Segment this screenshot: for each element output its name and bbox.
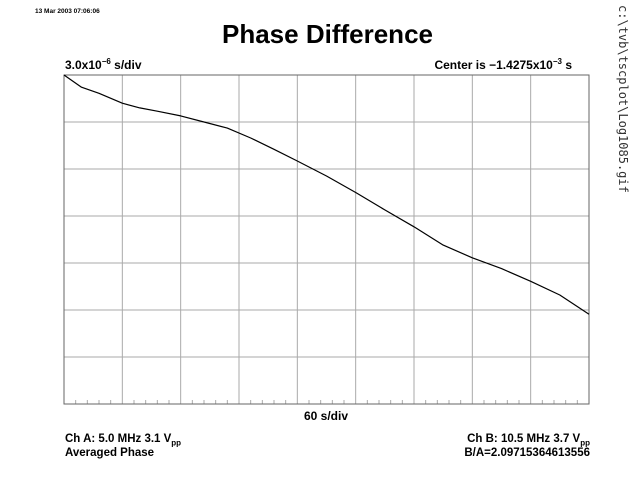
- x-scale-label: 60 s/div: [303, 409, 349, 423]
- mode-label: Averaged Phase: [65, 447, 155, 459]
- y-scale-unit: s/div: [110, 58, 142, 72]
- y-scale-label: 3.0x10−6 s/div: [65, 57, 142, 73]
- file-path: c:\tvb\tscplot\Log1085.gif: [616, 5, 630, 193]
- plot-frame: [63, 74, 590, 405]
- chart-title: Phase Difference: [222, 19, 433, 49]
- channel-b-text: Ch B: 10.5 MHz 3.7 V: [467, 433, 581, 445]
- phase-difference-trace: [63, 74, 590, 315]
- y-scale-exponent: −6: [101, 57, 111, 66]
- channel-b-unit-sub: pp: [580, 438, 590, 448]
- channel-a-unit-sub: pp: [171, 438, 182, 448]
- center-exponent: −3: [552, 57, 562, 66]
- channel-b-info: Ch B: 10.5 MHz 3.7 Vpp: [467, 433, 590, 448]
- timestamp: 13 Mar 2003 07:06:06: [35, 8, 100, 15]
- ratio-label: B/A=2.09715364613556: [464, 447, 590, 459]
- channel-a-info: Ch A: 5.0 MHz 3.1 Vpp: [65, 433, 182, 448]
- center-base: Center is −1.4275x10: [434, 58, 553, 72]
- center-label: Center is −1.4275x10−3 s: [434, 57, 572, 73]
- y-scale-base: 3.0x10: [65, 58, 102, 72]
- channel-a-text: Ch A: 5.0 MHz 3.1 V: [65, 433, 172, 445]
- center-unit: s: [561, 58, 572, 72]
